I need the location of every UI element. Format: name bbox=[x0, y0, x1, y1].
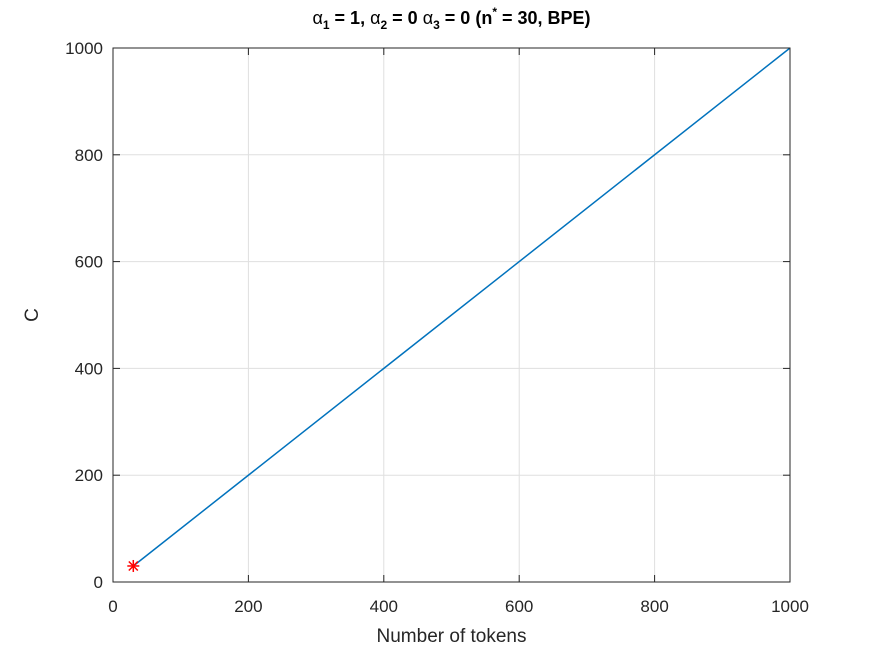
x-axis-label: Number of tokens bbox=[377, 626, 527, 647]
y-tick-label: 800 bbox=[75, 146, 103, 165]
plot-series bbox=[127, 47, 791, 572]
y-axis-label: C bbox=[22, 308, 43, 322]
y-tick-label: 0 bbox=[94, 573, 103, 592]
x-tick-label: 600 bbox=[505, 597, 533, 616]
axes-box bbox=[112, 47, 791, 583]
y-tick-label: 1000 bbox=[65, 39, 103, 58]
x-tick-label: 0 bbox=[108, 597, 117, 616]
ticks: 0 200 400 600 800 1000 0 200 400 600 800 1000 bbox=[65, 39, 809, 616]
y-tick-label: 400 bbox=[75, 359, 103, 378]
data-point-marker bbox=[127, 559, 140, 572]
chart-title: α1 = 1, α2 = 0 α3 = 0 (n* = 30, BPE) bbox=[312, 5, 590, 32]
x-tick-label: 200 bbox=[234, 597, 262, 616]
x-tick-label: 400 bbox=[370, 597, 398, 616]
series-line bbox=[132, 47, 791, 567]
y-tick-label: 600 bbox=[75, 253, 103, 272]
x-tick-label: 800 bbox=[640, 597, 668, 616]
y-tick-label: 200 bbox=[75, 466, 103, 485]
x-tick-label: 1000 bbox=[771, 597, 809, 616]
